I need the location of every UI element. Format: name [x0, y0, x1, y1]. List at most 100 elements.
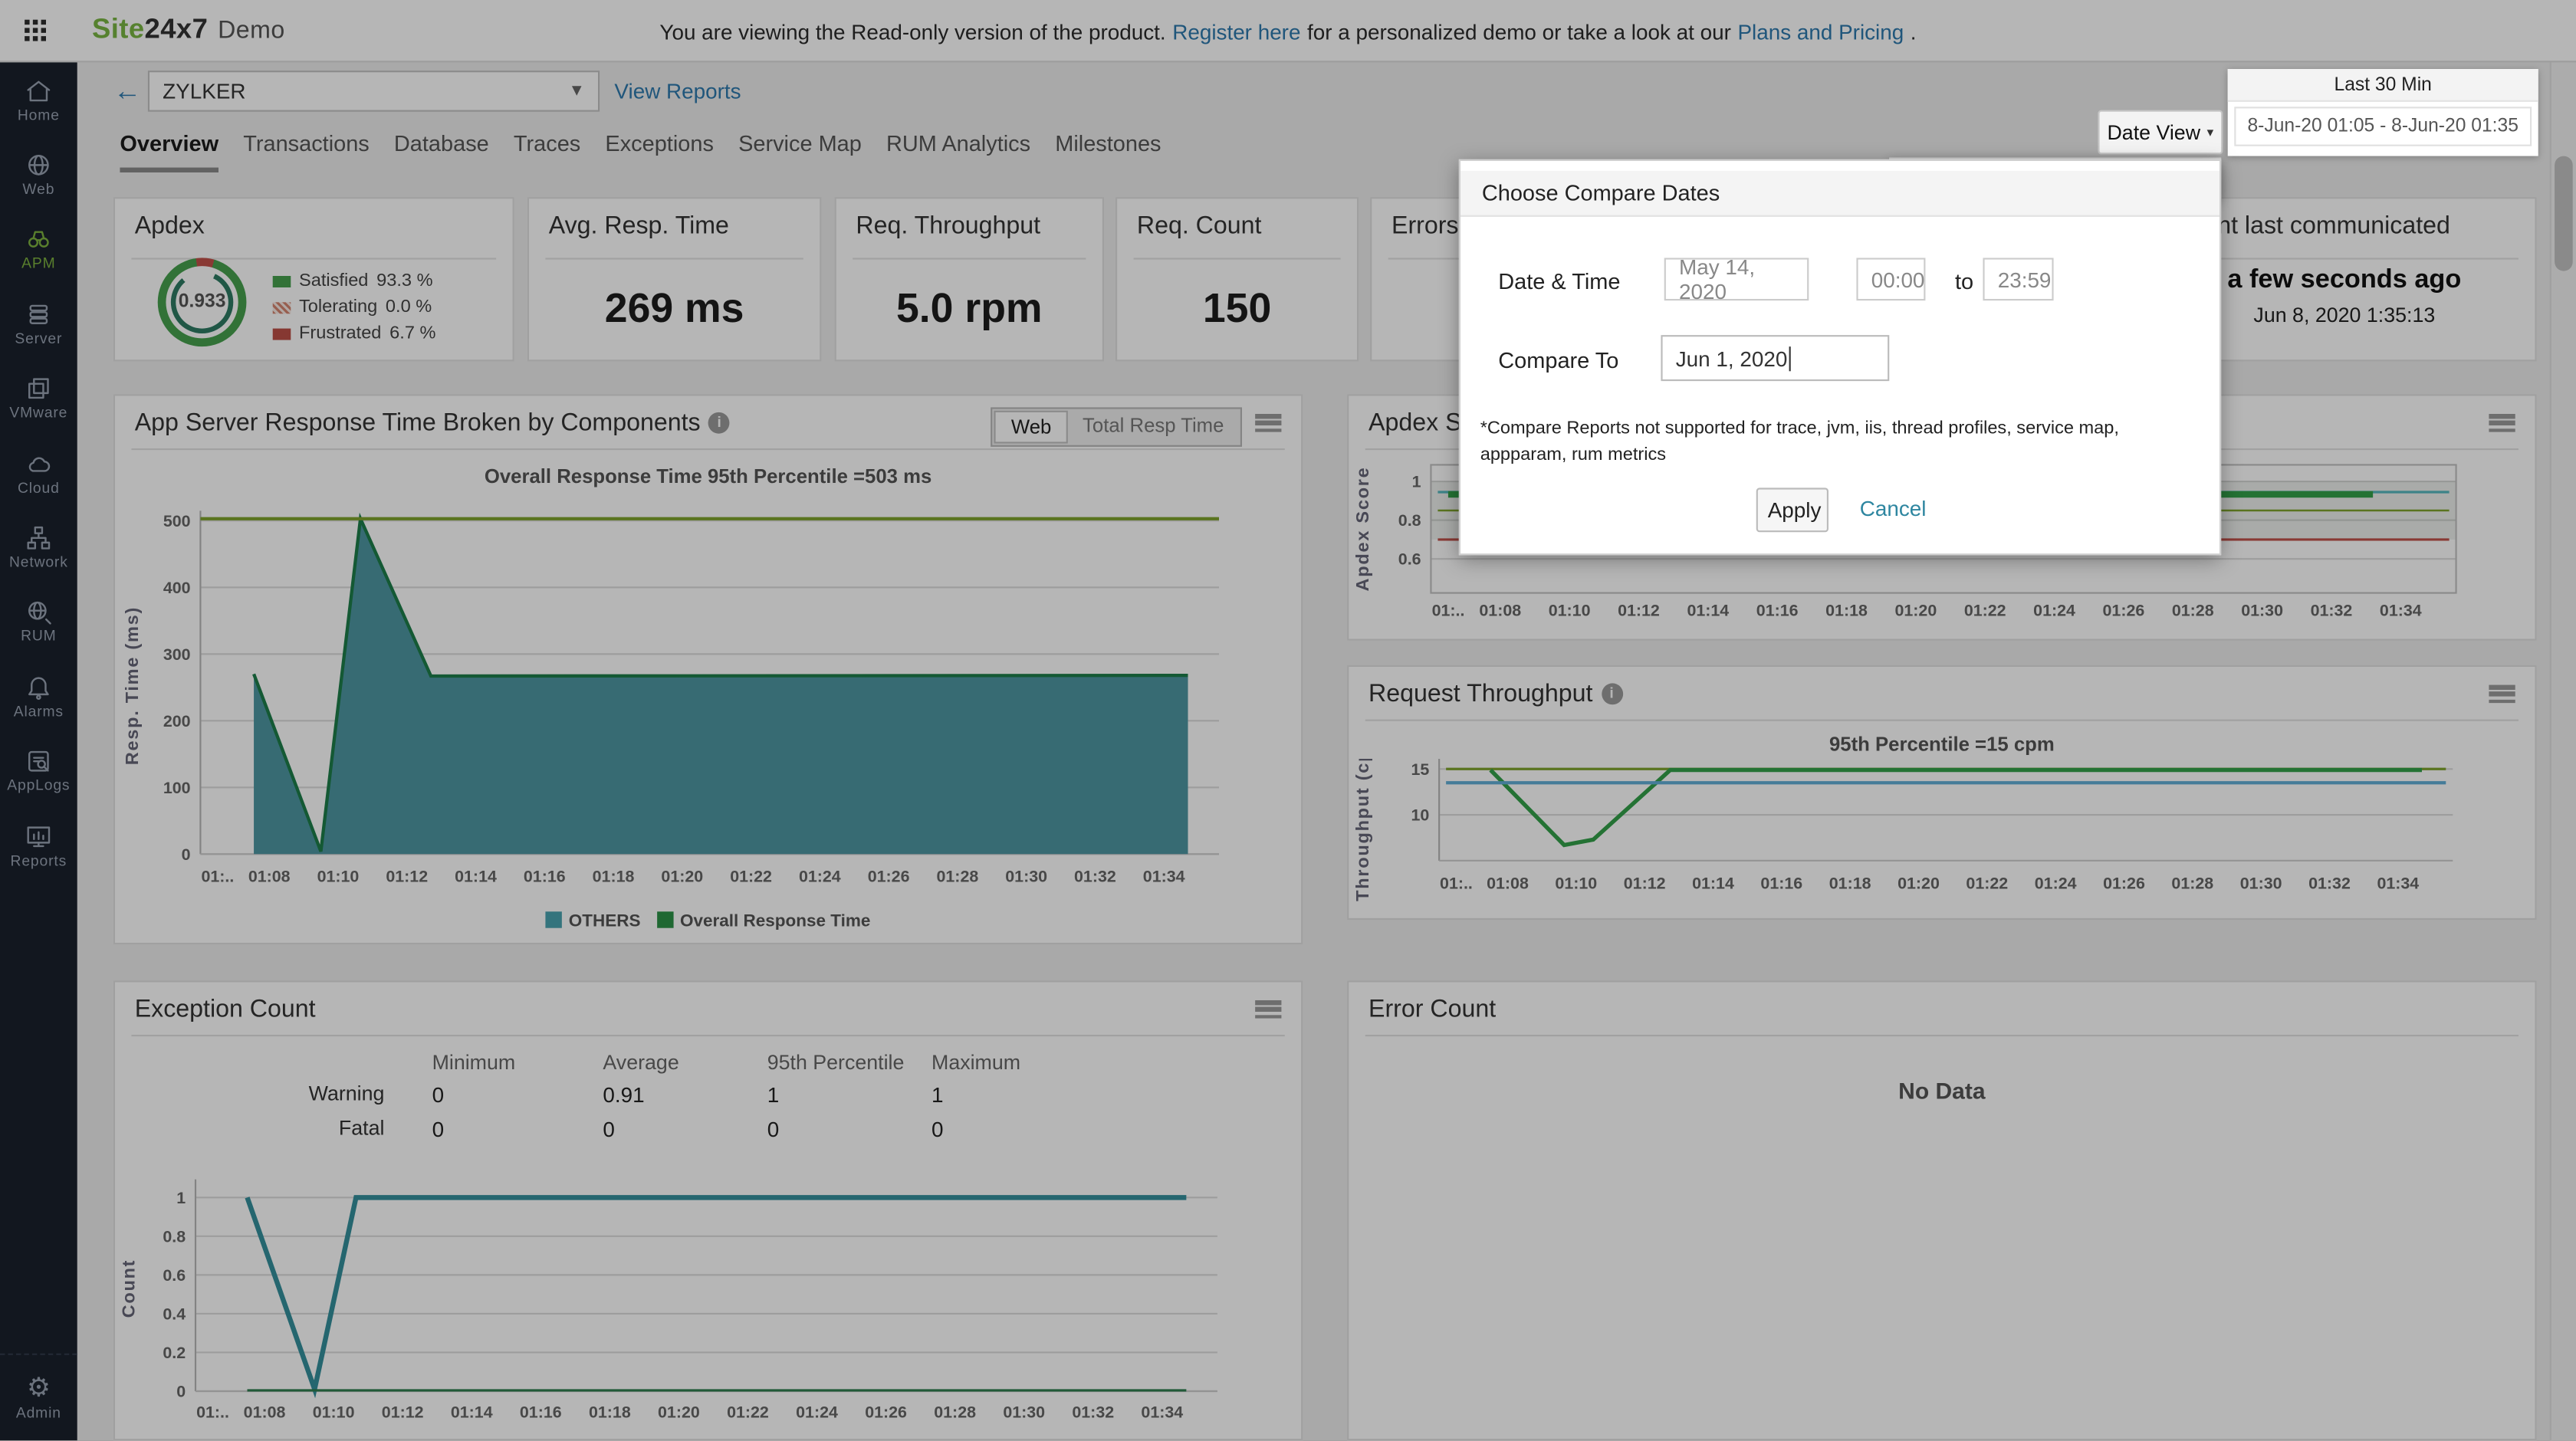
svg-text:01:32: 01:32 — [2308, 874, 2351, 892]
toggle-web[interactable]: Web — [994, 410, 1068, 444]
svg-text:01:30: 01:30 — [2241, 602, 2283, 620]
time-range-panel: Last 30 Min 8-Jun-20 01:05 - 8-Jun-20 01… — [2227, 69, 2538, 156]
tab-service-map[interactable]: Service Map — [738, 131, 862, 156]
scrollbar-track[interactable] — [2549, 62, 2576, 1441]
svg-text:01:08: 01:08 — [1487, 874, 1529, 892]
legend-label: Tolerating — [299, 297, 378, 317]
sidebar-item-applogs[interactable]: AppLogs — [0, 734, 77, 808]
sidebar-label: Network — [8, 553, 68, 570]
toggle-total-resp-time[interactable]: Total Resp Time — [1083, 414, 1224, 437]
cloud-icon — [28, 456, 51, 471]
tab-rum-analytics[interactable]: RUM Analytics — [886, 131, 1031, 156]
tab-traces[interactable]: Traces — [513, 131, 581, 156]
col-header: 95th Percentile — [767, 1051, 905, 1075]
sidebar-item-rum[interactable]: RUM — [0, 584, 77, 658]
kpi-title: Apdex — [134, 212, 205, 240]
svg-text:01:12: 01:12 — [1624, 874, 1666, 892]
hamburger-menu-icon[interactable] — [2489, 684, 2515, 704]
sidebar-item-vmware[interactable]: VMware — [0, 360, 77, 435]
view-reports-link[interactable]: View Reports — [614, 78, 741, 103]
svg-text:01:32: 01:32 — [2311, 602, 2353, 620]
scrollbar-thumb[interactable] — [2555, 156, 2573, 271]
to-label: to — [1955, 269, 1974, 294]
tab-overview[interactable]: Overview — [120, 131, 219, 172]
compare-date-input[interactable]: May 14, 2020 — [1664, 254, 1809, 304]
svg-text:01:14: 01:14 — [1692, 874, 1734, 892]
svg-text:01:16: 01:16 — [1756, 602, 1799, 620]
sidebar-label: VMware — [9, 404, 68, 422]
app-grid-icon[interactable] — [25, 19, 48, 43]
time-to-input[interactable]: 23:59 — [1983, 258, 2054, 301]
svg-text:01:26: 01:26 — [865, 1403, 907, 1421]
sidebar-item-cloud[interactable]: Cloud — [0, 435, 77, 510]
server-icon — [29, 304, 48, 324]
time-range-value[interactable]: 8-Jun-20 01:05 - 8-Jun-20 01:35 — [2234, 107, 2532, 146]
kpi-value: 5.0 rpm — [895, 284, 1043, 331]
svg-text:01:16: 01:16 — [524, 868, 566, 886]
legend-item[interactable]: Overall Response Time — [656, 911, 870, 931]
svg-text:01:20: 01:20 — [1894, 602, 1937, 620]
plans-pricing-link[interactable]: Plans and Pricing — [1737, 18, 1904, 44]
sidebar-item-network[interactable]: Network — [0, 510, 77, 584]
date-view-button[interactable]: Date View ▾ — [2098, 110, 2223, 155]
apply-button[interactable]: Apply — [1756, 487, 1829, 533]
svg-text:01:32: 01:32 — [1072, 1403, 1114, 1421]
svg-text:01:32: 01:32 — [1074, 868, 1116, 886]
sidebar-label: Server — [15, 330, 63, 346]
svg-text:01:30: 01:30 — [1003, 1403, 1045, 1421]
svg-text:01:28: 01:28 — [937, 868, 979, 886]
sidebar-item-reports[interactable]: Reports — [0, 808, 77, 882]
svg-text:0.8: 0.8 — [1398, 511, 1421, 530]
hamburger-menu-icon[interactable] — [1255, 1000, 1282, 1019]
back-arrow-icon[interactable]: ← — [113, 75, 142, 107]
svg-text:0: 0 — [182, 845, 191, 864]
app-selector[interactable]: ZYLKER ▼ — [147, 71, 600, 112]
svg-text:01:16: 01:16 — [520, 1403, 562, 1421]
vmware-icon — [28, 378, 49, 399]
card-title: Request Throughput — [1368, 680, 1593, 708]
date-view-label: Date View — [2107, 120, 2201, 144]
sidebar-divider — [0, 1353, 77, 1355]
hamburger-menu-icon[interactable] — [2489, 414, 2515, 432]
sidebar-item-server[interactable]: Server — [0, 286, 77, 360]
svg-text:0.6: 0.6 — [1398, 550, 1421, 569]
svg-text:01:24: 01:24 — [2035, 874, 2077, 892]
svg-text:01:22: 01:22 — [1964, 602, 2006, 620]
readonly-banner: You are viewing the Read-only version of… — [0, 0, 2576, 62]
cell: 1 — [767, 1082, 780, 1108]
chart-subtitle: 95th Percentile =15 cpm — [1829, 732, 2055, 756]
register-here-link[interactable]: Register here — [1172, 18, 1301, 44]
tab-transactions[interactable]: Transactions — [243, 131, 370, 156]
svg-text:01:20: 01:20 — [658, 1403, 700, 1421]
svg-text:100: 100 — [163, 779, 191, 797]
tab-milestones[interactable]: Milestones — [1055, 131, 1162, 156]
cancel-link[interactable]: Cancel — [1859, 496, 1927, 521]
sidebar-item-alarms[interactable]: Alarms — [0, 659, 77, 734]
hamburger-menu-icon[interactable] — [1255, 414, 1282, 432]
svg-text:01:24: 01:24 — [799, 868, 841, 886]
compare-to-input[interactable]: Jun 1, 2020 — [1661, 335, 1890, 382]
svg-text:15: 15 — [1411, 760, 1429, 779]
sidebar-item-web[interactable]: Web — [0, 137, 77, 212]
info-icon[interactable]: i — [708, 411, 731, 433]
sidebar-item-home[interactable]: Home — [0, 62, 77, 136]
agent-timestamp: Jun 8, 2020 1:35:13 — [2253, 304, 2436, 327]
kpi-title: Errors — [1392, 212, 1459, 240]
legend-label: Satisfied — [299, 271, 369, 291]
time-from-input[interactable]: 00:00 — [1856, 258, 1926, 301]
svg-text:01:24: 01:24 — [2033, 602, 2075, 620]
sidebar-item-apm[interactable]: APM — [0, 212, 77, 286]
tab-database[interactable]: Database — [393, 131, 489, 156]
info-icon[interactable]: i — [1601, 682, 1623, 704]
col-header: Maximum — [932, 1051, 1021, 1075]
legend-item[interactable]: OTHERS — [545, 911, 641, 931]
exception-count-card: Exception Count Minimum Average 95th Per… — [113, 980, 1303, 1441]
svg-text:0.8: 0.8 — [163, 1227, 186, 1246]
sidebar-item-admin[interactable]: ⚙ Admin — [0, 1355, 77, 1440]
home-icon — [27, 80, 51, 101]
svg-text:01:10: 01:10 — [1555, 874, 1597, 892]
card-title: Exception Count — [134, 995, 316, 1023]
svg-text:200: 200 — [163, 712, 191, 730]
tab-exceptions[interactable]: Exceptions — [605, 131, 714, 156]
kpi-apdex-card: Apdex 0.933 Satisfied 93.3 % Tolerating 0.… — [113, 197, 514, 362]
